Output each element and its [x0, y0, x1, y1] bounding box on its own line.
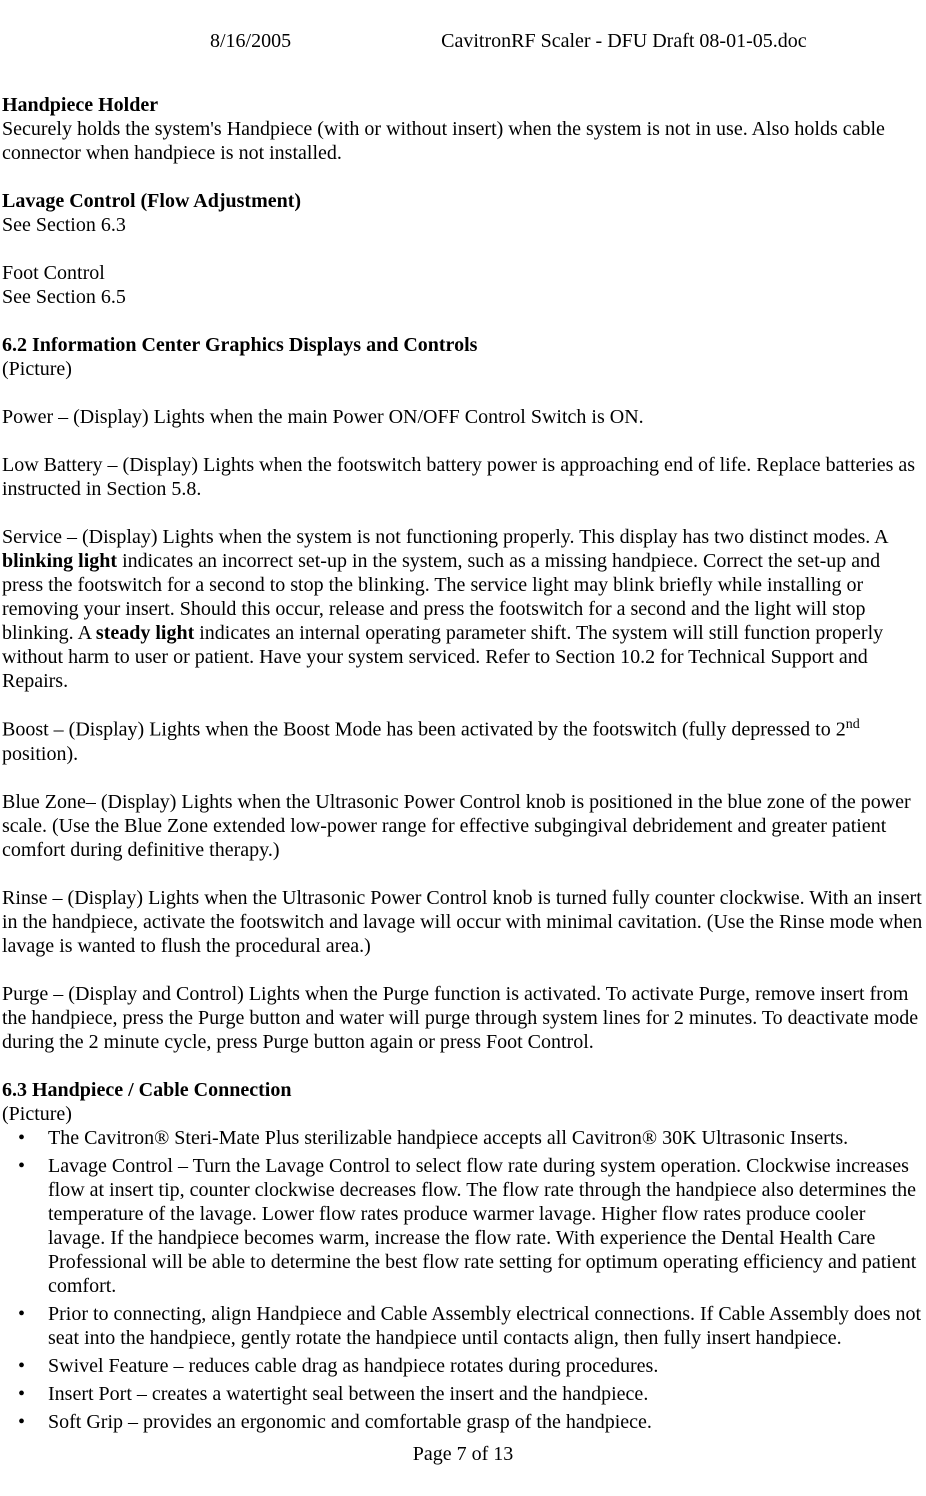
heading-6-3: 6.3 Handpiece / Cable Connection: [2, 1078, 924, 1102]
boost-text-2: position).: [2, 743, 78, 765]
sub-6-3: (Picture): [2, 1102, 924, 1126]
page-footer: Page 7 of 13: [0, 1443, 926, 1466]
para-power: Power – (Display) Lights when the main P…: [2, 405, 924, 429]
header-date: 8/16/2005: [210, 30, 291, 53]
list-item: Insert Port – creates a watertight seal …: [34, 1382, 924, 1406]
list-item: The Cavitron® Steri-Mate Plus sterilizab…: [34, 1126, 924, 1150]
section-foot-control: Foot Control See Section 6.5: [2, 261, 924, 309]
heading-6-2: 6.2 Information Center Graphics Displays…: [2, 333, 924, 357]
para-service: Service – (Display) Lights when the syst…: [2, 525, 924, 693]
para-rinse: Rinse – (Display) Lights when the Ultras…: [2, 886, 924, 958]
service-text-1: Service – (Display) Lights when the syst…: [2, 526, 887, 548]
boost-text-1: Boost – (Display) Lights when the Boost …: [2, 719, 846, 741]
page-content: Handpiece Holder Securely holds the syst…: [0, 93, 926, 1434]
section-6-3: 6.3 Handpiece / Cable Connection (Pictur…: [2, 1078, 924, 1126]
sub-6-2: (Picture): [2, 357, 924, 381]
para-blue-zone: Blue Zone– (Display) Lights when the Ult…: [2, 790, 924, 862]
list-item: Lavage Control – Turn the Lavage Control…: [34, 1154, 924, 1298]
body-lavage-control: See Section 6.3: [2, 213, 924, 237]
section-handpiece-holder: Handpiece Holder Securely holds the syst…: [2, 93, 924, 165]
heading-handpiece-holder: Handpiece Holder: [2, 93, 924, 117]
list-item: Prior to connecting, align Handpiece and…: [34, 1302, 924, 1350]
list-item: Swivel Feature – reduces cable drag as h…: [34, 1354, 924, 1378]
section-6-2: 6.2 Information Center Graphics Displays…: [2, 333, 924, 381]
list-item: Soft Grip – provides an ergonomic and co…: [34, 1410, 924, 1434]
body-foot-control: See Section 6.5: [2, 285, 924, 309]
para-purge: Purge – (Display and Control) Lights whe…: [2, 982, 924, 1054]
body-handpiece-holder: Securely holds the system's Handpiece (w…: [2, 117, 924, 165]
heading-foot-control: Foot Control: [2, 261, 924, 285]
section-lavage-control: Lavage Control (Flow Adjustment) See Sec…: [2, 189, 924, 237]
heading-lavage-control: Lavage Control (Flow Adjustment): [2, 189, 924, 213]
service-bold-steady: steady light: [96, 622, 194, 644]
para-boost: Boost – (Display) Lights when the Boost …: [2, 717, 924, 766]
boost-superscript: nd: [846, 717, 860, 732]
para-low-battery: Low Battery – (Display) Lights when the …: [2, 453, 924, 501]
header-doc-title: CavitronRF Scaler - DFU Draft 08-01-05.d…: [441, 30, 807, 53]
document-page: 8/16/2005 CavitronRF Scaler - DFU Draft …: [0, 0, 926, 1496]
page-header: 8/16/2005 CavitronRF Scaler - DFU Draft …: [0, 30, 926, 53]
service-bold-blinking: blinking light: [2, 550, 117, 572]
bullet-list-6-3: The Cavitron® Steri-Mate Plus sterilizab…: [2, 1126, 924, 1434]
